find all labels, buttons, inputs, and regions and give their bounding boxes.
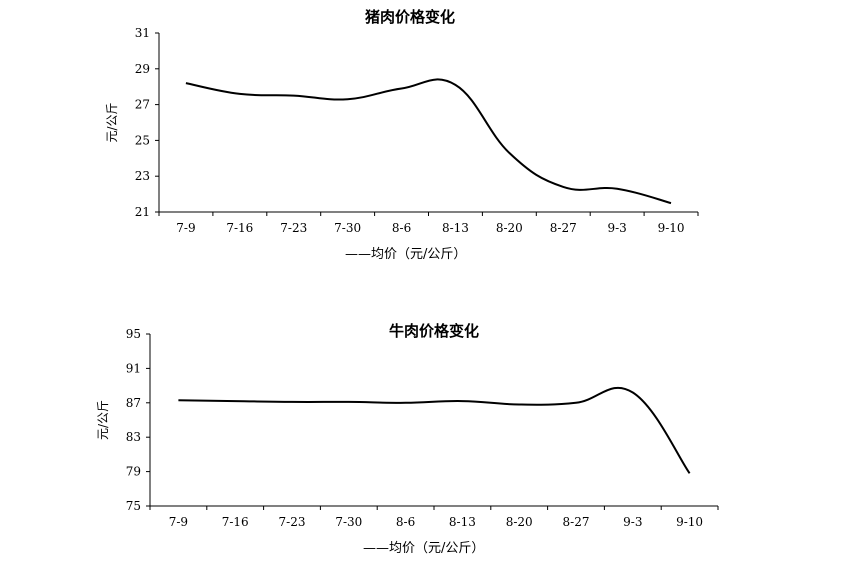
pork-x-tick-label: 8-27 [550, 221, 577, 235]
beef-x-tick-label: 7-23 [279, 515, 306, 529]
pork-y-tick-label: 31 [135, 26, 150, 40]
beef-x-tick-label: 8-6 [396, 515, 415, 529]
pork-x-tick-label: 8-13 [442, 221, 469, 235]
pork-x-tick-label: 7-23 [280, 221, 307, 235]
beef-y-tick-label: 91 [126, 361, 141, 375]
beef-price-chart: 牛肉价格变化 75 79 83 87 91 95 7-9 7-16 7-23 7-30 8-6 8-1… [96, 322, 719, 556]
pork-legend: ——均价（元/公斤） [345, 247, 466, 262]
beef-x-tick-label: 9-3 [623, 515, 642, 529]
pork-y-tick-label: 25 [135, 133, 150, 147]
pork-x-tick-label: 7-16 [226, 221, 253, 235]
pork-price-line [185, 78, 672, 205]
pork-y-tick-label: 27 [135, 98, 150, 112]
beef-x-tick-label: 8-20 [506, 515, 533, 529]
beef-x-tick-label: 9-10 [676, 515, 703, 529]
beef-price-line [178, 386, 691, 474]
pork-chart-title: 猪肉价格变化 [364, 8, 455, 26]
pork-x-tick-label: 7-9 [176, 221, 195, 235]
beef-legend: ——均价（元/公斤） [363, 541, 484, 556]
beef-x-tick-label: 7-16 [222, 515, 249, 529]
pork-x-tick-label: 9-10 [658, 221, 685, 235]
beef-y-tick-label: 87 [126, 396, 141, 410]
beef-y-axis-label: 元/公斤 [96, 400, 110, 440]
pork-y-tick-label: 21 [135, 205, 150, 219]
beef-chart-title: 牛肉价格变化 [389, 322, 479, 340]
beef-x-tick-label: 7-9 [169, 515, 188, 529]
pork-y-tick-label: 29 [135, 62, 150, 76]
beef-y-tick-label: 95 [126, 327, 141, 341]
pork-price-chart: 猪肉价格变化 21 23 25 27 29 31 7-9 7-16 7-23 7-30 8-6 8-1… [105, 8, 699, 262]
pork-x-tick-label: 8-6 [392, 221, 411, 235]
pork-y-axis-label: 元/公斤 [105, 102, 119, 142]
pork-x-tick-label: 7-30 [334, 221, 361, 235]
beef-y-tick-label: 75 [126, 499, 141, 513]
beef-y-tick-label: 83 [126, 430, 141, 444]
beef-y-tick-label: 79 [126, 465, 141, 479]
pork-x-tick-label: 9-3 [607, 221, 626, 235]
beef-x-tick-label: 8-27 [563, 515, 590, 529]
pork-x-tick-label: 8-20 [496, 221, 523, 235]
beef-x-tick-label: 8-13 [449, 515, 476, 529]
beef-x-tick-label: 7-30 [335, 515, 362, 529]
pork-y-tick-label: 23 [135, 169, 150, 183]
